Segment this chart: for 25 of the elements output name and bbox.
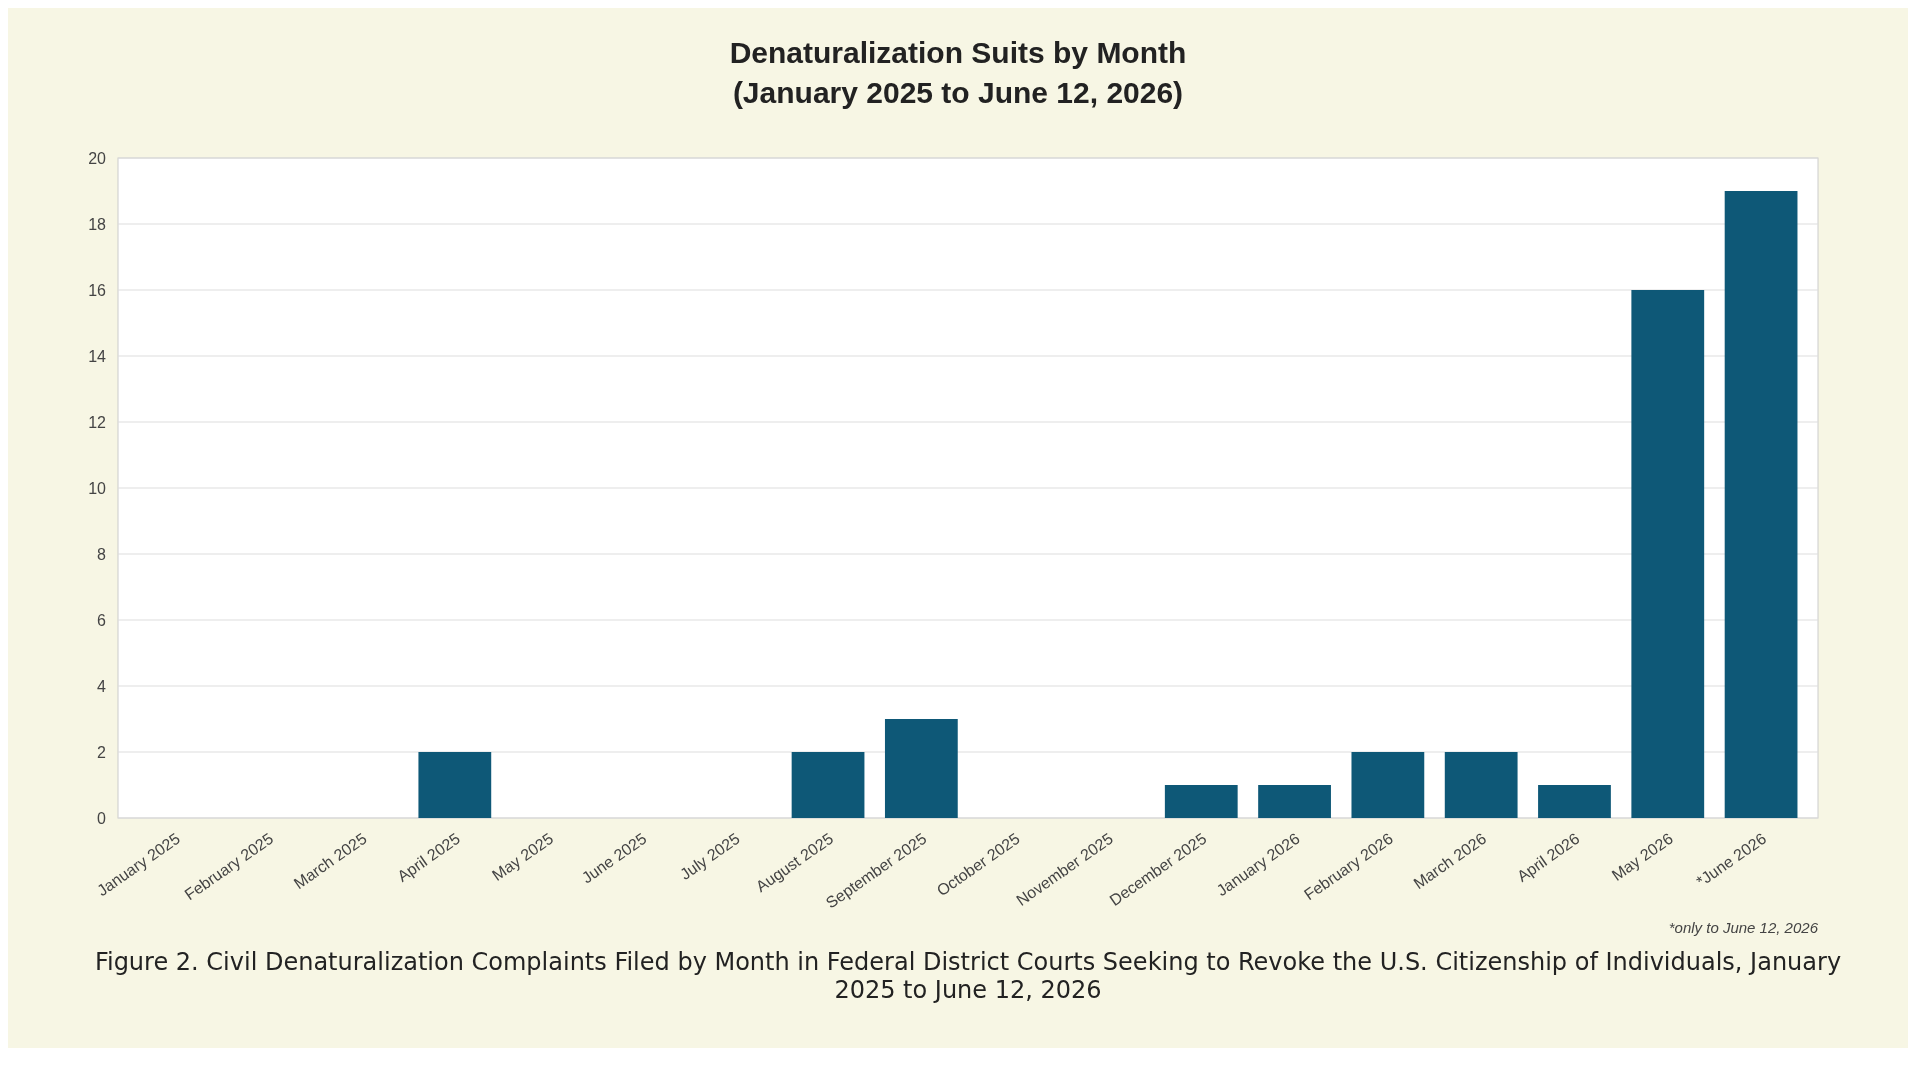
y-tick-label: 4: [97, 677, 107, 695]
y-tick-label: 12: [88, 413, 107, 431]
bar: [1258, 785, 1331, 818]
bar: [418, 752, 492, 818]
y-tick-label: 8: [97, 545, 107, 563]
y-tick-label: 6: [97, 611, 107, 629]
bar: [1351, 752, 1425, 818]
bar: [1631, 290, 1705, 818]
bar: [1164, 785, 1238, 818]
chart-subtitle: (January 2025 to June 12, 2026): [732, 76, 1184, 109]
y-tick-label: 2: [97, 743, 107, 761]
y-tick-label: 20: [88, 149, 107, 167]
bar: [1444, 752, 1518, 818]
y-tick-label: 14: [88, 347, 107, 365]
chart-title: Denaturalization Suits by Month: [729, 36, 1187, 69]
y-tick-label: 0: [97, 809, 107, 827]
bar: [1724, 191, 1798, 818]
text: *only to June 12, 2026: [1668, 919, 1819, 936]
bar: [791, 752, 865, 818]
y-tick-label: 10: [88, 479, 107, 497]
caption: Figure 2. Civil Denaturalization Complaints Filed by Month in Federal District Courts Seeking to Revoke the U.S. Citizenship of Individuals, January 2025 to June 12, 2026: [93, 948, 1843, 1004]
y-tick-label: 16: [88, 281, 107, 299]
y-tick-label: 18: [88, 215, 107, 233]
bar: [884, 719, 958, 818]
bar: [1538, 785, 1611, 818]
